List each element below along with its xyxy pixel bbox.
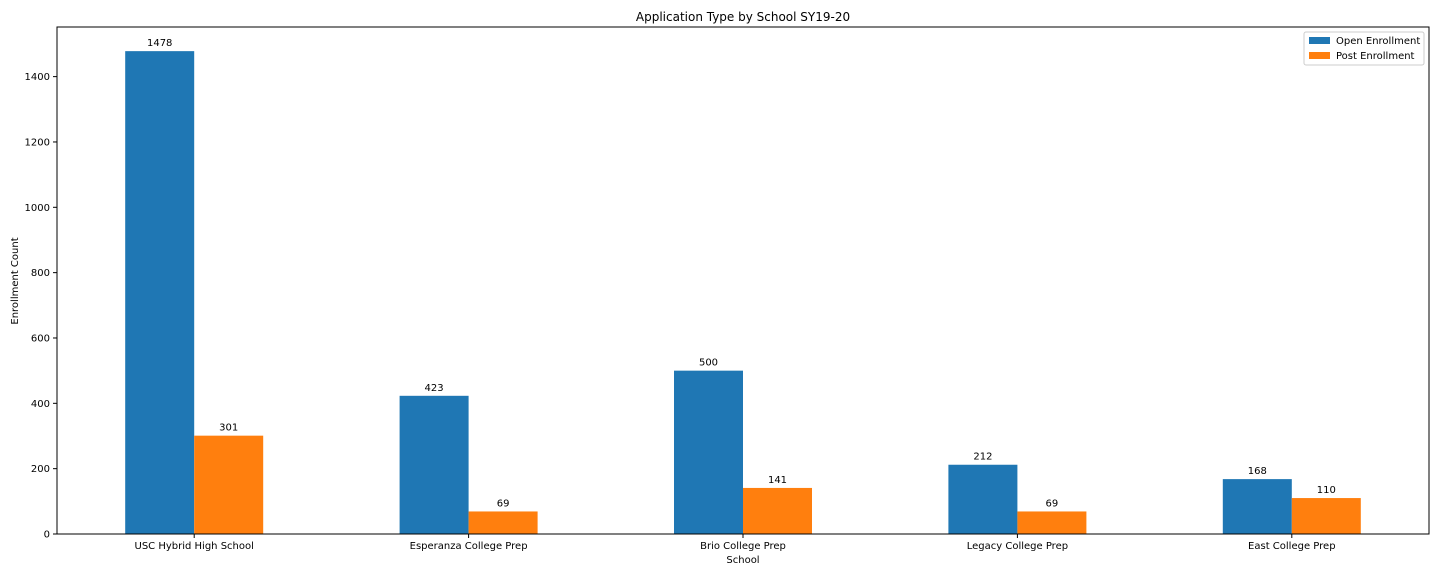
y-tick-label: 400: [31, 399, 50, 410]
y-tick-label: 1200: [25, 137, 50, 148]
x-tick-label: Legacy College Prep: [967, 541, 1068, 552]
legend-box: [1303, 31, 1425, 66]
x-tick-label: Esperanza College Prep: [410, 541, 528, 552]
data-label: 69: [1046, 498, 1059, 509]
plot-area: 1478 301 USC Hybrid High School 423 69 Espera…: [25, 26, 1430, 552]
y-tick-label: 800: [31, 268, 50, 279]
y-axis-label: Enrollment Count: [10, 237, 21, 324]
data-label: 168: [1248, 466, 1267, 477]
legend-swatch: [1309, 37, 1330, 44]
y-tick-label: 200: [31, 464, 50, 475]
x-tick-label: East College Prep: [1248, 541, 1336, 552]
bar: [743, 487, 812, 534]
data-label: 141: [768, 475, 787, 486]
bar: [1222, 479, 1292, 534]
x-tick-label: USC Hybrid High School: [135, 541, 254, 552]
y-tick-label: 1400: [25, 72, 50, 83]
data-label: 110: [1317, 485, 1336, 496]
data-label: 212: [973, 452, 992, 463]
chart-title: Application Type by School SY19-20: [636, 10, 850, 24]
data-label: 423: [425, 383, 444, 394]
bar: [399, 395, 469, 534]
legend-label: Post Enrollment: [1336, 51, 1415, 62]
data-label: 301: [219, 423, 238, 434]
bar: [1017, 511, 1087, 534]
data-label: 1478: [147, 38, 172, 49]
legend: Open Enrollment Post Enrollment: [1303, 31, 1425, 66]
plot-frame: [56, 26, 1430, 535]
bar: [948, 464, 1018, 534]
bar: [194, 435, 264, 534]
bar: [1291, 498, 1361, 534]
legend-swatch: [1309, 52, 1330, 59]
data-label: 69: [497, 498, 510, 509]
x-tick-label: Brio College Prep: [700, 541, 786, 552]
bar: [468, 511, 538, 534]
data-label: 500: [699, 358, 718, 369]
x-axis-label: School: [726, 555, 759, 566]
y-tick-label: 600: [31, 333, 50, 344]
y-tick-label: 0: [44, 530, 50, 541]
y-tick-label: 1000: [25, 203, 50, 214]
bar: [674, 370, 743, 534]
legend-label: Open Enrollment: [1336, 36, 1420, 47]
bar: [125, 51, 195, 535]
